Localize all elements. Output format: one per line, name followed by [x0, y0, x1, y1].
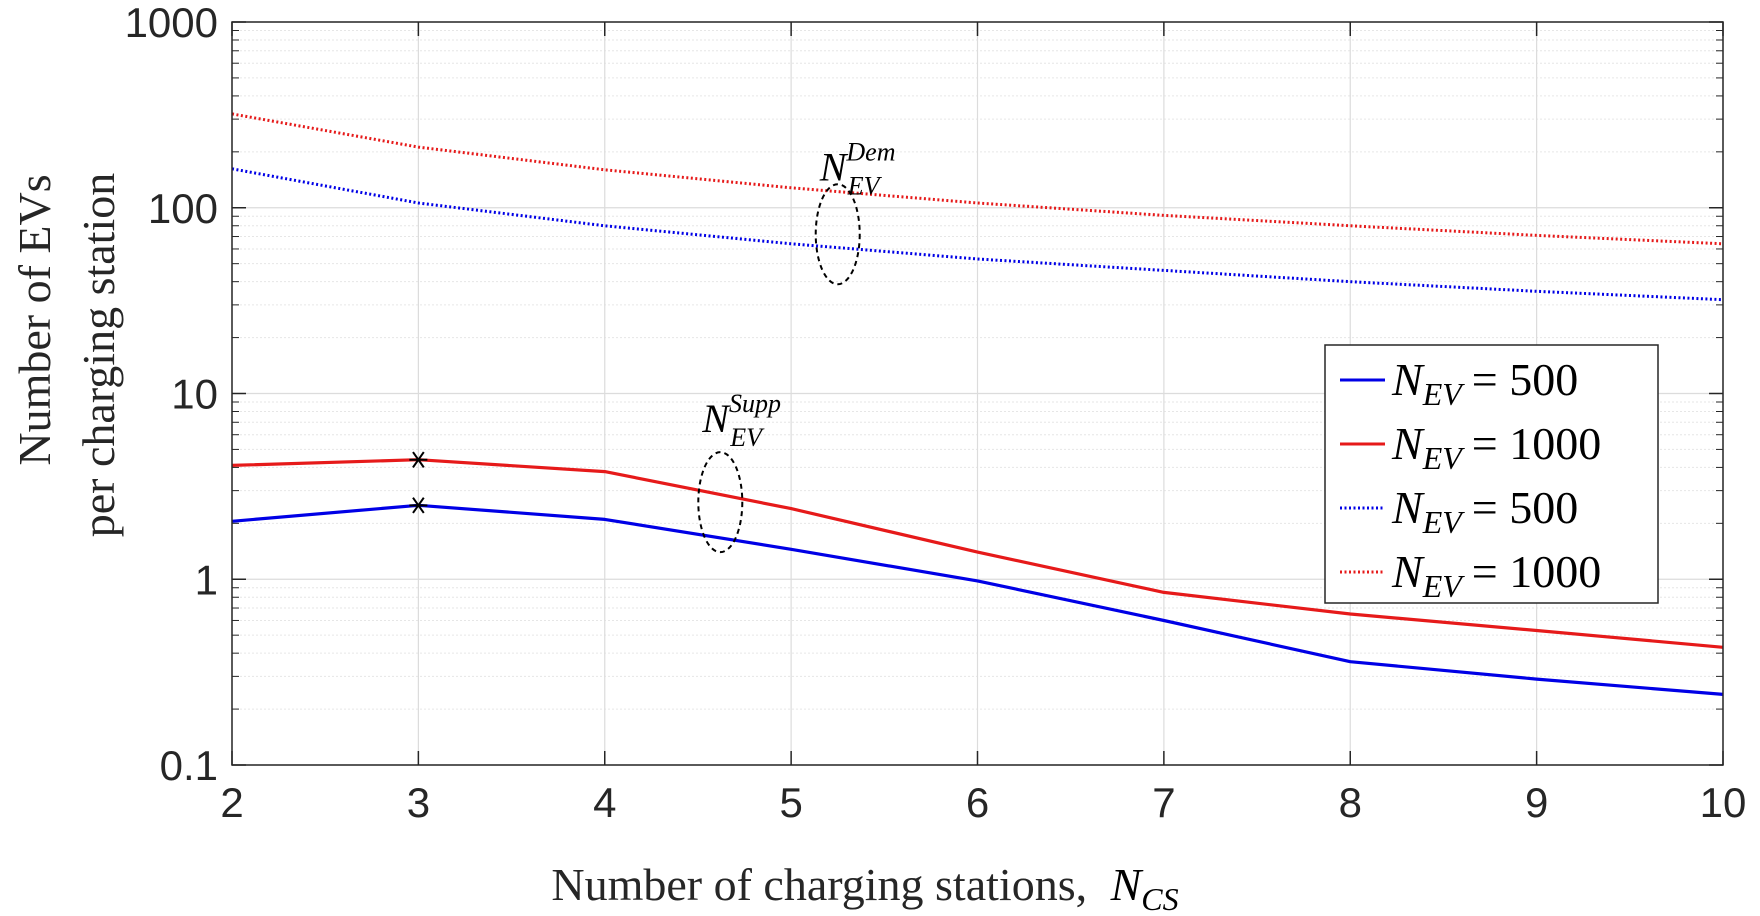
- y-axis-label-line1: Number of EVs: [9, 174, 60, 465]
- annotation-base: N: [819, 145, 849, 190]
- legend-label-value: = 1000: [1472, 418, 1601, 469]
- x-tick-label: 2: [220, 779, 243, 826]
- optimum-marker: [409, 451, 428, 468]
- x-tick-label: 8: [1339, 779, 1362, 826]
- annotation-label: NDem: [819, 138, 896, 190]
- series-layer: [231, 112, 1724, 696]
- annotation-ellipse: [697, 451, 744, 554]
- y-tick-label: 100: [148, 185, 218, 232]
- legend-label: NEV = 1000: [1391, 418, 1601, 476]
- annotation-subscript: EV: [729, 423, 765, 452]
- annotation-superscript: Supp: [729, 389, 781, 418]
- legend-label-base: N: [1391, 354, 1425, 405]
- legend-label-value: = 1000: [1472, 546, 1601, 597]
- legend-label-sub: EV: [1422, 440, 1466, 476]
- y-tick-label: 0.1: [160, 742, 218, 789]
- annotation-ellipse: [814, 183, 861, 286]
- marker-stroke: [412, 497, 425, 514]
- annotation-subscript: EV: [847, 172, 883, 201]
- x-tick-label: 9: [1525, 779, 1548, 826]
- x-tick-label: 7: [1152, 779, 1175, 826]
- y-tick-label: 10: [171, 371, 218, 418]
- legend-label-base: N: [1391, 546, 1425, 597]
- legend-label: NEV = 1000: [1391, 546, 1601, 604]
- x-tick-labels: 2 3 4 5 6 7 8 9 10: [220, 779, 1746, 826]
- annotation-label: NSupp: [701, 389, 781, 441]
- legend-box: [1324, 344, 1659, 604]
- series-line-supply-1: [231, 458, 1724, 649]
- x-tick-label: 6: [966, 779, 989, 826]
- marker-layer: [409, 451, 428, 514]
- series-line-demand-2: [231, 167, 1724, 302]
- optimum-marker: [409, 497, 428, 514]
- legend-label-sub: EV: [1422, 504, 1466, 540]
- marker-stroke: [412, 451, 425, 468]
- y-axis-label-line2: per charging station: [73, 173, 124, 538]
- x-tick-label: 10: [1700, 779, 1747, 826]
- legend-label-base: N: [1391, 482, 1425, 533]
- series-line-supply-0: [231, 503, 1724, 696]
- x-tick-label: 4: [593, 779, 616, 826]
- annotation-base: N: [701, 396, 731, 441]
- x-tick-label: 3: [407, 779, 430, 826]
- legend-label-value: = 500: [1472, 482, 1578, 533]
- legend-label-base: N: [1391, 418, 1425, 469]
- annotation-superscript: Dem: [845, 138, 895, 167]
- y-tick-label: 1: [195, 556, 218, 603]
- legend-label-value: = 500: [1472, 354, 1578, 405]
- x-axis-label-math: N: [1110, 859, 1144, 910]
- y-tick-labels: 0.1 1 10 100 1000: [125, 0, 218, 789]
- x-axis-label-math-sub: CS: [1141, 881, 1178, 916]
- x-axis-label: Number of charging stations, NCS: [551, 859, 1178, 916]
- y-tick-label: 1000: [125, 0, 218, 46]
- x-tick-label: 5: [779, 779, 802, 826]
- tick-layer: [231, 21, 1724, 766]
- legend-label: NEV = 500: [1391, 482, 1578, 540]
- legend-label-sub: EV: [1422, 568, 1466, 604]
- legend-label: NEV = 500: [1391, 354, 1578, 412]
- x-axis-label-text: Number of charging stations,: [551, 859, 1087, 910]
- legend-label-sub: EV: [1422, 376, 1466, 412]
